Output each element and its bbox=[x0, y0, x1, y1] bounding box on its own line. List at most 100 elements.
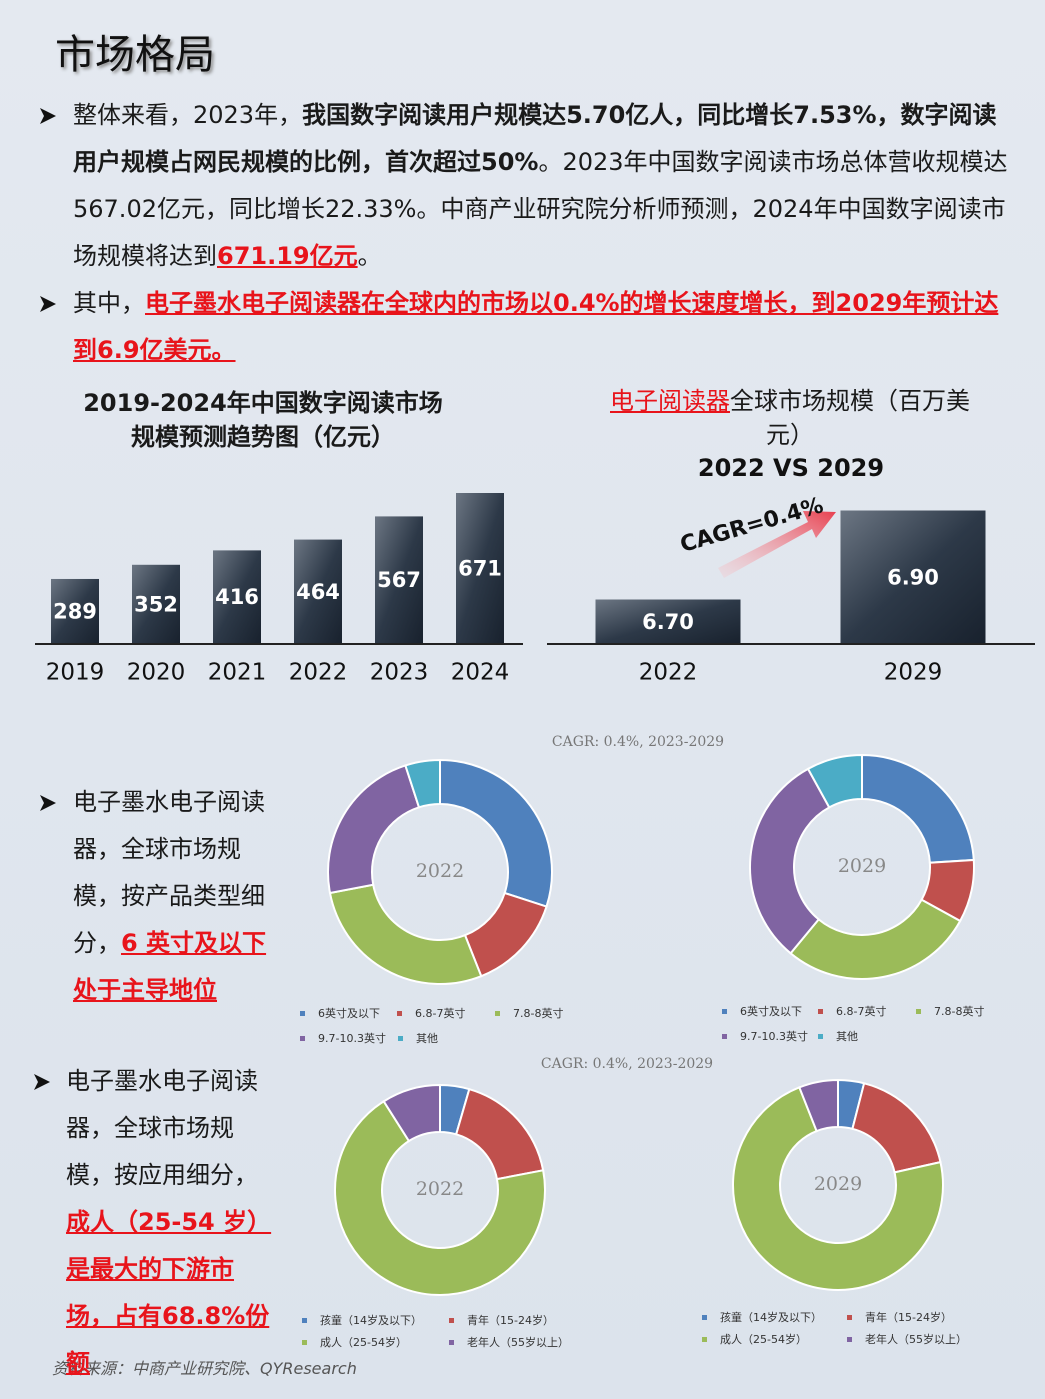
text-run: 电子阅读器 bbox=[610, 387, 730, 415]
legend-label: 7.8-8英寸 bbox=[513, 1006, 563, 1020]
value-label: 352 bbox=[134, 592, 178, 616]
value-label: 671 bbox=[458, 557, 502, 581]
value-label: 289 bbox=[53, 599, 97, 623]
pie-center-label: 2029 bbox=[838, 855, 886, 877]
x-tick-label: 2019 bbox=[46, 660, 105, 686]
legend-label: 6英寸及以下 bbox=[318, 1006, 380, 1020]
text-run: 全球市场规模（百万美元） bbox=[730, 387, 970, 449]
pie-slice bbox=[334, 1099, 546, 1297]
value-label: 6.70 bbox=[642, 610, 694, 634]
legend-swatch bbox=[847, 1337, 852, 1342]
pie-slice bbox=[861, 753, 975, 864]
legend-label: 青年（15-24岁） bbox=[467, 1313, 554, 1327]
legend-label: 9.7-10.3英寸 bbox=[318, 1031, 386, 1045]
bullet-marker bbox=[40, 108, 56, 124]
cagr-arrow bbox=[718, 511, 836, 578]
legend-swatch bbox=[702, 1337, 707, 1342]
text-run: 2019-2024年中国数字阅读市场规模预测趋势图（亿元） bbox=[83, 389, 443, 451]
pie-center-label: 2029 bbox=[814, 1173, 862, 1195]
chart-title: 2019-2024年中国数字阅读市场规模预测趋势图（亿元） bbox=[78, 386, 448, 454]
bar bbox=[595, 599, 741, 644]
x-tick-label: 2023 bbox=[370, 660, 429, 686]
legend-swatch bbox=[302, 1340, 307, 1345]
pie-slice bbox=[382, 1083, 441, 1143]
bar bbox=[213, 550, 261, 644]
pie-slice bbox=[798, 1078, 839, 1133]
pie-slice bbox=[439, 758, 553, 908]
text-run: 其中， bbox=[73, 289, 145, 317]
x-tick-label: 2022 bbox=[639, 660, 698, 686]
text-run: 电子墨水电子阅读器，全球市场规模，按产品类型细分， bbox=[73, 788, 265, 957]
value-label: 567 bbox=[377, 568, 421, 592]
legend-swatch bbox=[847, 1315, 852, 1320]
legend-label: 其他 bbox=[416, 1032, 438, 1045]
legend-label: 老年人（55岁以上） bbox=[865, 1332, 967, 1346]
legend-label: 6英寸及以下 bbox=[740, 1004, 802, 1018]
text-run: 电子墨水电子阅读器在全球内的市场以0.4%的增长速度增长，到2029年预计达到6… bbox=[73, 289, 999, 364]
legend-swatch bbox=[818, 1009, 823, 1014]
legend-swatch bbox=[702, 1315, 707, 1320]
side-note: 电子墨水电子阅读器，全球市场规模，按产品类型细分，6 英寸及以下处于主导地位 bbox=[73, 779, 285, 1014]
text-run: 。 bbox=[357, 242, 382, 270]
text-run: 整体来看，2023年， bbox=[73, 101, 303, 129]
chart-title: CAGR: 0.4%, 2023-2029 bbox=[541, 1056, 713, 1072]
pie-center-label: 2022 bbox=[416, 1178, 464, 1200]
text-run: 。2023年中国数字阅读市场总体营收规模达567.02亿元，同比增长22.33%… bbox=[73, 148, 1008, 270]
legend-swatch bbox=[495, 1011, 500, 1016]
bar bbox=[456, 493, 504, 644]
legend-label: 成人（25-54岁） bbox=[720, 1332, 807, 1346]
value-label: 464 bbox=[296, 580, 340, 604]
bar bbox=[294, 539, 342, 644]
paragraph: 其中，电子墨水电子阅读器在全球内的市场以0.4%的增长速度增长，到2029年预计… bbox=[73, 280, 1018, 374]
bullet-marker bbox=[40, 795, 56, 811]
pie-slice bbox=[328, 883, 483, 985]
legend-swatch bbox=[722, 1034, 727, 1039]
legend-label: 孩童（14岁及以下） bbox=[320, 1313, 422, 1327]
legend-label: 9.7-10.3英寸 bbox=[740, 1029, 808, 1043]
bar bbox=[51, 578, 99, 644]
legend-label: 6.8-7英寸 bbox=[836, 1004, 886, 1018]
text-run: 成人（25-54 岁）是最大的下游市场，占有68.8%份额 bbox=[66, 1208, 272, 1377]
bar bbox=[375, 516, 423, 644]
legend-swatch bbox=[449, 1318, 454, 1323]
pie-slice bbox=[404, 758, 441, 809]
legend-swatch bbox=[818, 1034, 823, 1039]
legend-label: 其他 bbox=[836, 1030, 858, 1043]
text-run: 电子墨水电子阅读器，全球市场规模，按应用细分， bbox=[66, 1067, 258, 1189]
source-note: 资料来源：中商产业研究院、QYResearch bbox=[52, 1359, 357, 1378]
legend-label: 青年（15-24岁） bbox=[865, 1310, 952, 1324]
legend-swatch bbox=[916, 1009, 921, 1014]
x-tick-label: 2024 bbox=[451, 660, 510, 686]
legend-swatch bbox=[397, 1011, 402, 1016]
pie-center-label: 2022 bbox=[416, 860, 464, 882]
pie-slice bbox=[454, 1087, 545, 1181]
page-title: 市场格局 bbox=[55, 32, 215, 78]
pie-slice bbox=[806, 753, 863, 809]
value-label: 416 bbox=[215, 585, 259, 609]
bar bbox=[840, 510, 986, 644]
legend-label: 孩童（14岁及以下） bbox=[720, 1310, 822, 1324]
chart-subtitle: 2022 VS 2029 bbox=[698, 454, 884, 482]
x-tick-label: 2020 bbox=[127, 660, 186, 686]
pie-slice bbox=[327, 764, 421, 895]
pie-slice bbox=[789, 898, 962, 980]
legend-swatch bbox=[302, 1318, 307, 1323]
text-run: 671.19亿元 bbox=[217, 242, 358, 270]
text-run: 我国数字阅读用户规模达5.70亿人，同比增长7.53%，数字阅读用户规模占网民规… bbox=[73, 101, 997, 176]
bullet-marker bbox=[34, 1074, 50, 1090]
x-tick-label: 2029 bbox=[884, 660, 943, 686]
pie-slice bbox=[732, 1086, 944, 1291]
text-run: 6 英寸及以下处于主导地位 bbox=[73, 929, 267, 1004]
chart-title: 电子阅读器全球市场规模（百万美元） bbox=[605, 384, 975, 452]
value-label: 6.90 bbox=[887, 565, 939, 589]
legend-swatch bbox=[300, 1036, 305, 1041]
legend-label: 6.8-7英寸 bbox=[415, 1006, 465, 1020]
pie-slice bbox=[749, 767, 831, 955]
bullet-marker bbox=[40, 296, 56, 312]
legend-swatch bbox=[722, 1009, 727, 1014]
legend-swatch bbox=[398, 1036, 403, 1041]
paragraph: 整体来看，2023年，我国数字阅读用户规模达5.70亿人，同比增长7.53%，数… bbox=[73, 92, 1018, 280]
pie-slice bbox=[851, 1082, 942, 1174]
bar bbox=[132, 564, 180, 644]
